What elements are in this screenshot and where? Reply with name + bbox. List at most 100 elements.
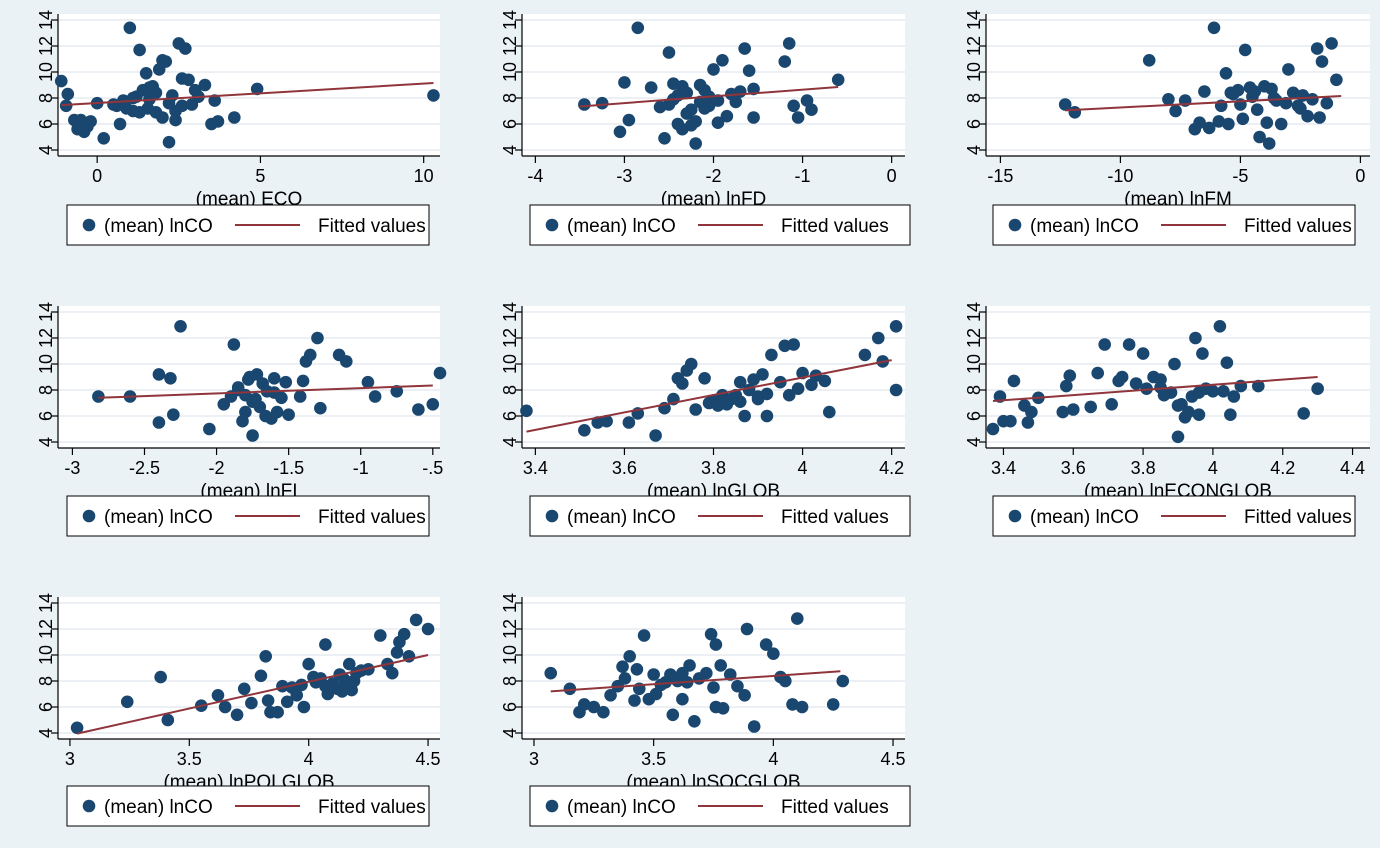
x-tick-label: -.5 <box>422 458 443 478</box>
x-tick-label: 4.4 <box>1340 458 1365 478</box>
data-point <box>709 638 723 651</box>
data-point <box>676 666 689 680</box>
y-tick-label: 12 <box>36 328 56 348</box>
plot-area <box>58 14 440 156</box>
data-point <box>637 629 651 642</box>
x-tick-label: 10 <box>414 166 434 186</box>
data-point <box>818 374 832 388</box>
y-tick-label: 12 <box>36 36 56 56</box>
data-point <box>986 422 1000 436</box>
y-tick-label: 14 <box>500 593 520 613</box>
data-point <box>1222 117 1235 131</box>
data-point <box>1169 104 1182 118</box>
data-point <box>1084 400 1098 414</box>
legend-label-fit: Fitted values <box>781 216 889 237</box>
x-tick-label: -2.5 <box>129 458 160 478</box>
data-point <box>647 668 660 681</box>
fitted-line <box>526 359 892 433</box>
legend-marker <box>545 218 559 232</box>
data-point <box>280 695 294 709</box>
y-tick-label: 8 <box>36 676 56 686</box>
data-point <box>733 395 747 409</box>
data-point <box>107 98 120 111</box>
data-point <box>1224 86 1238 100</box>
legend-marker <box>1008 509 1022 523</box>
data-point <box>267 372 281 385</box>
data-point <box>243 370 257 384</box>
data-point <box>623 650 637 663</box>
y-tick-label: 10 <box>36 62 56 82</box>
data-point <box>368 390 382 403</box>
data-point <box>54 74 68 88</box>
y-tick-label: 6 <box>36 119 56 129</box>
y-tick-label: 10 <box>36 354 56 374</box>
fitted-line <box>76 654 429 735</box>
data-point <box>427 89 440 102</box>
data-point <box>1325 37 1338 50</box>
data-point <box>1251 379 1265 393</box>
legend-label-points: (mean) lnCO <box>567 507 676 528</box>
data-point <box>676 377 689 390</box>
data-point <box>433 366 447 380</box>
data-point <box>293 390 307 403</box>
data-point <box>889 320 903 333</box>
data-point <box>152 368 166 381</box>
data-point <box>342 657 356 671</box>
legend-label-fit: Fitted values <box>781 507 889 528</box>
data-point <box>738 42 751 55</box>
data-point <box>426 398 440 411</box>
data-point <box>698 102 711 115</box>
data-point <box>297 700 311 714</box>
data-point <box>1270 94 1283 107</box>
data-point <box>1198 85 1211 98</box>
legend: (mean) lnCO Fitted values <box>529 204 911 246</box>
legend-marker <box>82 218 96 232</box>
data-point <box>1262 137 1276 150</box>
data-point <box>1007 374 1021 388</box>
legend-label-points: (mean) lnCO <box>567 797 676 818</box>
x-tick-label: -5 <box>1232 166 1248 186</box>
data-point <box>836 674 850 688</box>
data-point <box>662 46 676 59</box>
data-point <box>133 43 146 57</box>
x-tick-label: 3.4 <box>991 458 1016 478</box>
data-point <box>314 401 327 415</box>
data-point <box>167 408 180 422</box>
data-point <box>733 85 747 98</box>
y-tick-label: 12 <box>500 619 520 639</box>
data-point <box>616 660 629 673</box>
data-point <box>1212 115 1226 128</box>
y-tick-label: 14 <box>964 302 984 322</box>
data-point <box>1320 96 1334 110</box>
x-tick-label: -3 <box>616 166 632 186</box>
data-point <box>120 695 134 709</box>
legend-label-points: (mean) lnCO <box>567 216 676 237</box>
data-point <box>1238 43 1252 57</box>
data-point <box>738 689 751 702</box>
data-point <box>1193 116 1206 129</box>
data-point <box>156 111 169 124</box>
legend-marker <box>1008 218 1022 232</box>
data-point <box>1311 382 1324 396</box>
data-point <box>1162 93 1175 106</box>
data-point <box>791 382 805 396</box>
data-point <box>203 422 216 436</box>
data-point <box>782 37 796 50</box>
data-point <box>756 368 769 381</box>
data-point <box>123 21 137 35</box>
legend: (mean) lnCO Fitted values <box>66 495 430 537</box>
data-point <box>133 106 146 119</box>
data-point <box>1219 67 1233 80</box>
data-point <box>779 674 792 688</box>
data-point <box>311 331 324 345</box>
data-point <box>239 405 252 419</box>
x-tick-label: -1 <box>353 458 369 478</box>
data-point <box>1248 85 1262 98</box>
x-tick-label: -2 <box>209 458 225 478</box>
data-point <box>290 689 304 702</box>
data-point <box>871 331 885 345</box>
fitted-line <box>992 376 1318 403</box>
data-point <box>161 713 175 727</box>
